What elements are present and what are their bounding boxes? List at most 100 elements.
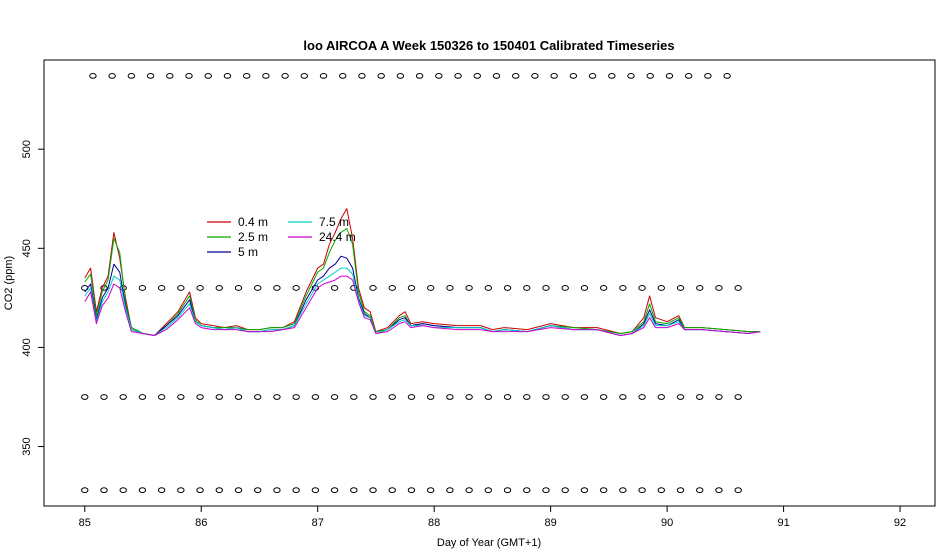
- marker-row-1-point-17: [407, 285, 416, 291]
- marker-row-0-point-29: [646, 72, 654, 79]
- chart-title: loo AIRCOA A Week 150326 to 150401 Calib…: [303, 38, 674, 53]
- marker-row-0-point-18: [435, 72, 443, 79]
- marker-row-2-point-15: [369, 394, 377, 400]
- x-tick-label-2: 87: [312, 517, 324, 529]
- marker-row-0-point-16: [396, 72, 405, 79]
- marker-row-2-point-23: [523, 394, 531, 400]
- marker-row-1-point-16: [388, 285, 396, 291]
- y-axis: 350 400 450 500: [21, 140, 44, 456]
- marker-row-0-point-33: [723, 72, 731, 79]
- marker-row-2-point-26: [580, 394, 589, 400]
- marker-row-0-point-23: [531, 72, 539, 79]
- marker-row-2-point-5: [177, 394, 185, 400]
- marker-row-0-point-26: [588, 72, 597, 79]
- marker-row-2-point-29: [638, 394, 646, 400]
- marker-row-0-point-2: [127, 72, 136, 79]
- marker-row-3-point-6: [196, 487, 204, 494]
- marker-row-3-point-24: [542, 487, 550, 494]
- marker-row-1-point-8: [234, 285, 243, 291]
- marker-row-2-point-19: [446, 394, 454, 400]
- marker-row-1-point-7: [215, 285, 223, 291]
- marker-row-1-point-3: [138, 285, 147, 291]
- legend-label-2: 5 m: [238, 245, 258, 259]
- marker-row-0-point-3: [146, 72, 155, 79]
- marker-row-1-point-31: [676, 285, 685, 291]
- marker-row-1-point-34: [734, 285, 742, 291]
- marker-row-0-point-8: [242, 72, 251, 79]
- legend: 0.4 m2.5 m5 m 7.5 m24.4 m: [207, 215, 356, 259]
- legend-label-4: 24.4 m: [319, 230, 356, 244]
- x-tick-label-7: 92: [894, 517, 906, 529]
- marker-row-3-point-16: [388, 487, 396, 494]
- marker-row-3-point-4: [157, 487, 166, 494]
- marker-row-1-point-26: [580, 285, 589, 291]
- marker-row-3-point-7: [215, 487, 223, 494]
- marker-row-1-point-30: [657, 285, 665, 291]
- marker-row-2-point-0: [81, 394, 89, 400]
- marker-row-2-point-14: [350, 394, 358, 400]
- marker-row-0-point-28: [627, 72, 635, 79]
- marker-row-1-point-18: [426, 285, 435, 291]
- marker-row-1-point-32: [696, 285, 704, 291]
- series-line-1: [84, 228, 761, 336]
- marker-row-2-point-10: [273, 394, 281, 400]
- marker-row-0-point-14: [358, 72, 366, 79]
- marker-row-3-point-19: [446, 487, 454, 494]
- marker-row-3-point-22: [503, 487, 512, 494]
- x-tick-label-6: 91: [777, 517, 789, 529]
- marker-row-0-point-1: [108, 72, 116, 79]
- marker-row-1-point-6: [196, 285, 204, 291]
- marker-row-1-point-11: [292, 285, 300, 291]
- x-axis: 85 86 87 88 89 90 91 92: [79, 506, 906, 529]
- marker-row-0-point-17: [415, 72, 424, 79]
- marker-row-2-point-27: [599, 394, 608, 400]
- marker-row-3-point-21: [484, 487, 493, 494]
- marker-row-0-point-12: [319, 72, 328, 79]
- marker-row-0-point-5: [185, 72, 193, 79]
- marker-row-2-point-3: [138, 394, 147, 400]
- marker-row-1-point-23: [523, 285, 531, 291]
- series-lines: [84, 208, 761, 336]
- marker-row-1-point-9: [254, 285, 262, 291]
- marker-row-2-point-2: [119, 394, 127, 400]
- marker-row-1-point-27: [599, 285, 608, 291]
- marker-row-3-point-25: [561, 487, 569, 494]
- marker-row-2-point-25: [561, 394, 569, 400]
- marker-row-3-point-30: [657, 487, 665, 494]
- marker-row-2-point-16: [388, 394, 396, 400]
- marker-row-1-point-4: [157, 285, 166, 291]
- marker-row-3-point-20: [465, 487, 473, 494]
- marker-row-2-point-17: [407, 394, 416, 400]
- marker-row-1-point-15: [369, 285, 377, 291]
- marker-row-0-point-32: [704, 72, 712, 79]
- marker-row-2-point-31: [676, 394, 685, 400]
- marker-row-0-point-10: [281, 72, 289, 79]
- y-tick-label-3: 500: [21, 140, 33, 158]
- marker-row-1-point-33: [715, 285, 723, 291]
- y-axis-label: CO2 (ppm): [3, 256, 15, 310]
- marker-row-3-point-14: [350, 487, 358, 494]
- legend-label-3: 7.5 m: [319, 215, 349, 229]
- marker-row-2-point-9: [254, 394, 262, 400]
- marker-row-1-point-5: [177, 285, 185, 291]
- marker-row-2-point-21: [484, 394, 493, 400]
- y-tick-label-1: 400: [21, 338, 33, 356]
- x-tick-label-3: 88: [428, 517, 440, 529]
- marker-row-0-point-4: [166, 72, 174, 79]
- marker-row-0-point-21: [492, 72, 501, 79]
- marker-row-2-point-22: [503, 394, 512, 400]
- marker-row-3-point-3: [138, 487, 147, 494]
- marker-row-3-point-12: [311, 487, 320, 494]
- marker-row-3-point-31: [676, 487, 685, 494]
- marker-row-0-point-19: [454, 72, 462, 79]
- marker-row-3-point-27: [599, 487, 608, 494]
- marker-row-1-point-19: [446, 285, 454, 291]
- marker-row-2-point-6: [196, 394, 204, 400]
- marker-row-3-point-2: [119, 487, 127, 494]
- marker-row-2-point-24: [542, 394, 550, 400]
- y-tick-label-0: 350: [21, 437, 33, 455]
- marker-row-0-point-24: [550, 72, 558, 79]
- marker-row-3-point-5: [177, 487, 185, 494]
- marker-row-0-point-9: [262, 72, 270, 79]
